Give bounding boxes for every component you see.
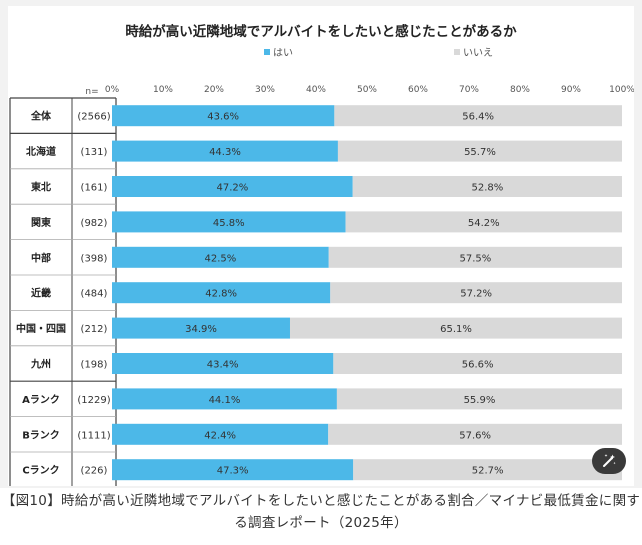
category-label: 全体	[30, 110, 52, 123]
category-label: 中国・四国	[16, 322, 66, 335]
category-label: 関東	[31, 216, 51, 229]
x-tick-label: 50%	[357, 85, 377, 95]
x-tick-label: 40%	[306, 85, 326, 95]
bar-yes	[112, 317, 290, 339]
category-label: Cランク	[22, 465, 59, 477]
data-label-no: 56.4%	[462, 112, 494, 123]
data-label-yes: 42.8%	[205, 289, 237, 300]
category-label: Aランク	[22, 394, 60, 406]
chart-background: 時給が高い近隣地域でアルバイトをしたいと感じたことがあるか はい いいえ n= 0…	[0, 0, 642, 488]
bar-no	[352, 176, 622, 197]
sample-size-label: (1229)	[77, 395, 110, 406]
data-label-yes: 42.4%	[204, 430, 236, 441]
data-label-no: 57.6%	[459, 430, 491, 441]
data-label-yes: 44.1%	[209, 395, 241, 406]
sample-size-label: (212)	[81, 324, 108, 335]
data-label-no: 65.1%	[440, 324, 472, 335]
legend-swatch-2	[454, 49, 460, 55]
magic-wand-button[interactable]	[592, 448, 626, 474]
x-tick-label: 90%	[561, 85, 581, 95]
data-label-yes: 43.6%	[207, 112, 239, 123]
data-label-no: 52.7%	[472, 466, 504, 477]
legend-label-1: はい	[273, 47, 293, 59]
data-label-yes: 47.3%	[217, 466, 249, 477]
x-tick-label: 70%	[459, 85, 479, 95]
figure-caption: 【図10】時給が高い近隣地域でアルバイトをしたいと感じたことがある割合／マイナビ…	[1, 493, 641, 531]
bar-no	[337, 140, 622, 162]
bar-yes	[112, 246, 329, 268]
sample-size-label: (484)	[81, 289, 108, 300]
bar-no	[336, 388, 622, 410]
bar-no	[330, 282, 622, 304]
x-axis-ticks: 0% 10% 20% 30% 40% 50% 60% 70% 80% 90% 100%	[105, 85, 635, 95]
category-table: 全体 (2566) 北海道 (131) 東北 (161) 関東 (982) 中部 (398) 近畿 (…	[9, 97, 117, 488]
category-label: Bランク	[22, 429, 60, 441]
bars: 43.6% 56.4% 44.3% 55.7% 47.2% 52.8% 45.8% 54.2%…	[112, 105, 622, 481]
bar-yes	[112, 140, 338, 162]
data-label-no: 55.7%	[464, 147, 496, 158]
chart-title: 時給が高い近隣地域でアルバイトをしたいと感じたことがあるか	[125, 23, 517, 40]
sample-size-label: (161)	[81, 183, 108, 194]
bar-yes	[112, 353, 334, 374]
bar-yes	[112, 282, 331, 304]
legend-label-2: いいえ	[463, 47, 493, 59]
x-tick-label: 80%	[510, 85, 530, 95]
sample-size-label: (1111)	[77, 430, 110, 441]
bar-yes	[112, 459, 354, 481]
x-tick-label: 0%	[105, 85, 120, 95]
data-label-yes: 34.9%	[185, 324, 217, 335]
magic-wand-icon	[603, 454, 616, 467]
stacked-bar-chart: 時給が高い近隣地域でアルバイトをしたいと感じたことがあるか はい いいえ n= 0…	[9, 23, 635, 488]
sample-size-label: (131)	[81, 147, 108, 158]
x-tick-label: 60%	[408, 85, 428, 95]
bar-yes	[112, 211, 346, 233]
data-label-no: 57.5%	[459, 253, 491, 264]
bar-yes	[112, 423, 329, 445]
bar-no	[333, 353, 622, 374]
bar-no	[328, 423, 622, 445]
category-label: 九州	[30, 358, 51, 371]
data-label-no: 56.6%	[462, 360, 494, 371]
x-tick-label: 30%	[255, 85, 275, 95]
bar-no	[289, 317, 622, 339]
data-label-no: 55.9%	[464, 395, 496, 406]
bar-yes	[112, 176, 353, 197]
bar-no	[334, 105, 622, 127]
sample-size-label: (198)	[81, 360, 108, 371]
data-label-no: 54.2%	[468, 218, 500, 229]
x-tick-label: 100%	[609, 85, 634, 95]
data-label-yes: 42.5%	[204, 253, 236, 264]
category-label: 北海道	[26, 145, 56, 158]
category-label: 東北	[31, 181, 51, 194]
data-label-yes: 47.2%	[216, 183, 248, 194]
bar-yes	[112, 105, 335, 127]
category-label: 近畿	[31, 287, 51, 300]
data-label-yes: 45.8%	[213, 218, 245, 229]
data-label-yes: 43.4%	[207, 360, 239, 371]
legend-swatch-1	[264, 49, 270, 55]
data-label-no: 57.2%	[460, 289, 492, 300]
sample-size-label: (982)	[81, 218, 108, 229]
sample-size-label: (398)	[81, 253, 108, 264]
sample-size-label: (226)	[81, 466, 108, 477]
data-label-yes: 44.3%	[209, 147, 241, 158]
data-label-no: 52.8%	[471, 183, 503, 194]
x-tick-label: 10%	[153, 85, 173, 95]
bar-no	[345, 211, 622, 233]
bar-yes	[112, 388, 337, 410]
category-label: 中部	[31, 251, 51, 264]
x-tick-label: 20%	[204, 85, 224, 95]
n-label: n=	[85, 87, 98, 97]
sample-size-label: (2566)	[77, 112, 110, 123]
chart-panel: 時給が高い近隣地域でアルバイトをしたいと感じたことがあるか はい いいえ n= 0…	[8, 6, 635, 488]
legend: はい いいえ	[264, 47, 493, 59]
bar-no	[328, 246, 622, 268]
bar-no	[353, 459, 622, 481]
